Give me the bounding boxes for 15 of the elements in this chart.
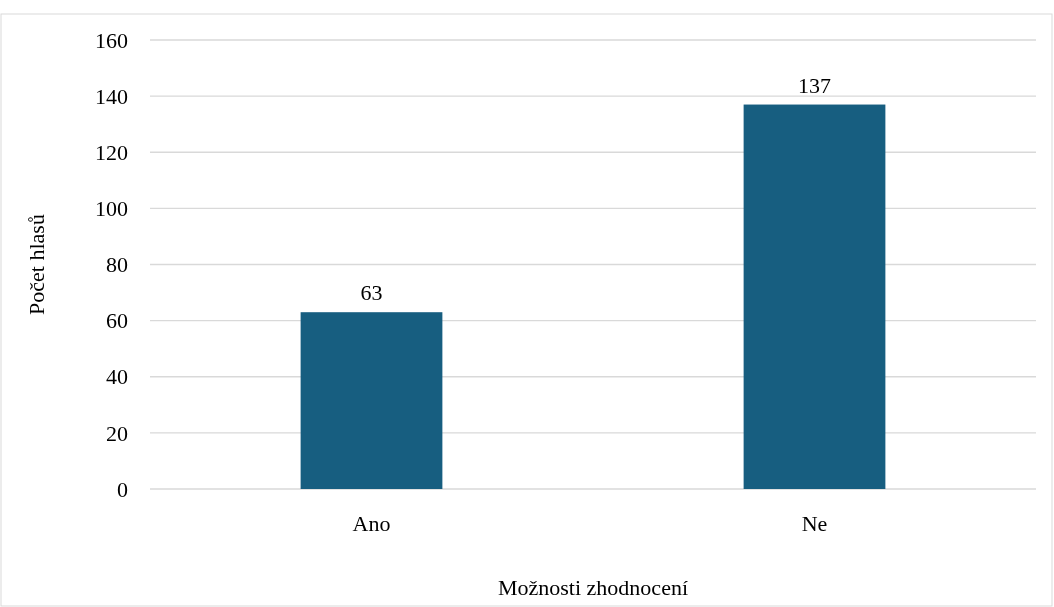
data-label: 137 bbox=[798, 72, 831, 98]
y-tick-label: 20 bbox=[106, 420, 128, 446]
y-tick-label: 60 bbox=[106, 308, 128, 334]
x-tick-label: Ano bbox=[352, 511, 391, 536]
x-axis-title: Možnosti zhodnocení bbox=[497, 575, 689, 600]
y-tick-label: 0 bbox=[117, 476, 128, 502]
data-label: 63 bbox=[360, 280, 383, 306]
y-tick-label: 160 bbox=[95, 27, 128, 53]
y-tick-label: 40 bbox=[106, 364, 128, 390]
y-axis-title: Počet hlasů bbox=[24, 214, 49, 315]
y-tick-label: 120 bbox=[95, 139, 128, 165]
x-tick-label: Ne bbox=[801, 511, 828, 536]
y-tick-label: 140 bbox=[95, 83, 128, 109]
y-tick-label: 80 bbox=[106, 252, 128, 278]
y-tick-label: 100 bbox=[95, 196, 128, 222]
